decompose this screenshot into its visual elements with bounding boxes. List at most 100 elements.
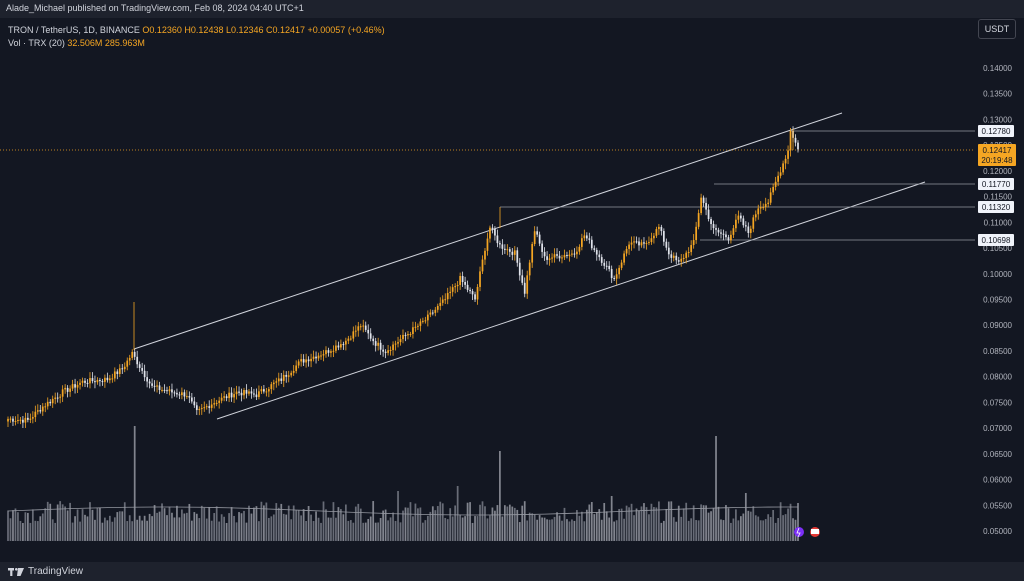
- candle-body: [506, 249, 509, 251]
- volume-bar: [494, 510, 496, 541]
- candle-body: [759, 207, 762, 209]
- candle-body: [794, 137, 797, 143]
- volume-bar: [715, 436, 717, 541]
- candle-body: [64, 387, 67, 390]
- candle-body: [710, 218, 712, 225]
- volume-bar: [235, 522, 238, 541]
- candle-body: [650, 238, 653, 243]
- volume-bar: [173, 517, 176, 541]
- volume-bar: [158, 511, 161, 541]
- volume-bar: [608, 517, 611, 541]
- upper-channel-line: [133, 112, 843, 350]
- volume-bar: [54, 522, 57, 541]
- footer-brand[interactable]: TradingView: [28, 566, 84, 577]
- candle-body: [364, 325, 367, 330]
- volume-bar: [86, 516, 89, 541]
- candle-body: [89, 378, 91, 384]
- volume-bar: [590, 502, 593, 541]
- volume-bar: [672, 517, 675, 541]
- volume-bar: [628, 507, 630, 541]
- candle-body: [677, 260, 680, 262]
- volume-bar: [397, 491, 399, 541]
- volume-bar: [198, 518, 201, 541]
- volume-bar: [183, 513, 186, 541]
- candle-body: [566, 255, 568, 257]
- volume-bar: [203, 507, 206, 541]
- volume-bar: [200, 505, 203, 541]
- volume-bar: [456, 486, 459, 541]
- candle-body: [409, 333, 412, 335]
- volume-bar: [64, 506, 67, 541]
- volume-bar: [116, 512, 119, 541]
- volume-bar: [230, 507, 233, 541]
- candle-body: [528, 262, 531, 276]
- volume-bar: [605, 511, 608, 541]
- volume-bar: [171, 512, 173, 541]
- volume-bar: [670, 501, 673, 541]
- candle-body: [297, 361, 300, 366]
- price-level-label-bg: [978, 178, 1014, 190]
- volume-bar: [290, 519, 293, 541]
- currency-button[interactable]: USDT: [978, 19, 1016, 39]
- volume-bar: [121, 511, 124, 541]
- volume-bar: [484, 506, 486, 541]
- candle-body: [797, 142, 799, 150]
- candle-body: [213, 403, 216, 405]
- volume-bar: [727, 508, 730, 541]
- volume-bar: [720, 519, 722, 541]
- volume-bar: [595, 511, 598, 541]
- volume-bar: [312, 521, 315, 541]
- candle-body: [556, 254, 558, 256]
- candle-body: [183, 392, 186, 397]
- volume-bar: [645, 507, 648, 541]
- candle-body: [787, 150, 789, 159]
- candle-body: [754, 214, 757, 218]
- candle-body: [272, 382, 275, 385]
- price-chart[interactable]: 0.140000.135000.130000.125000.120000.115…: [0, 18, 1024, 546]
- volume-bar: [466, 502, 469, 541]
- candle-body: [292, 370, 295, 373]
- candle-body: [705, 202, 707, 210]
- last-price-label: 0.12417: [983, 146, 1012, 155]
- candle-body: [422, 320, 424, 322]
- volume-bar: [225, 522, 228, 541]
- volume-bar: [337, 507, 340, 541]
- volume-bar: [295, 510, 298, 541]
- volume-bar: [176, 505, 178, 541]
- candle-body: [344, 340, 347, 345]
- candle-body: [133, 351, 136, 357]
- candle-body: [210, 404, 213, 408]
- volume-bar: [36, 521, 39, 541]
- volume-bar: [650, 503, 653, 541]
- candle-body: [782, 163, 784, 173]
- candle-body: [722, 233, 725, 235]
- volume-bar: [548, 519, 551, 541]
- volume-bar: [407, 507, 409, 541]
- chart-area[interactable]: 0.140000.135000.130000.125000.120000.115…: [0, 18, 1024, 546]
- legend-volume-values: 32.506M 285.963M: [67, 38, 145, 48]
- volume-bar: [156, 512, 158, 541]
- volume-bar: [503, 505, 506, 541]
- volume-bar: [489, 515, 491, 541]
- volume-bar: [369, 516, 372, 541]
- candle-body: [732, 228, 735, 235]
- candle-body: [46, 401, 49, 407]
- lightning-icon[interactable]: [794, 527, 804, 537]
- publisher-text: Alade_Michael published on TradingView.c…: [6, 3, 304, 13]
- candle-body: [240, 392, 243, 396]
- y-tick-label: 0.11000: [984, 218, 1013, 227]
- volume-bar: [270, 516, 273, 541]
- chart-legend: TRON / TetherUS, 1D, BINANCE O0.12360 H0…: [8, 24, 385, 50]
- volume-bar: [185, 512, 188, 541]
- candle-body: [553, 254, 556, 258]
- candle-body: [41, 406, 44, 412]
- candle-body: [583, 235, 586, 239]
- candle-body: [397, 342, 399, 344]
- volume-bar: [603, 502, 606, 541]
- candle-body: [655, 229, 658, 236]
- candle-body: [265, 391, 268, 393]
- candle-body: [49, 401, 52, 404]
- candle-body: [479, 271, 481, 287]
- volume-bar: [682, 508, 685, 541]
- volume-bar: [784, 514, 787, 541]
